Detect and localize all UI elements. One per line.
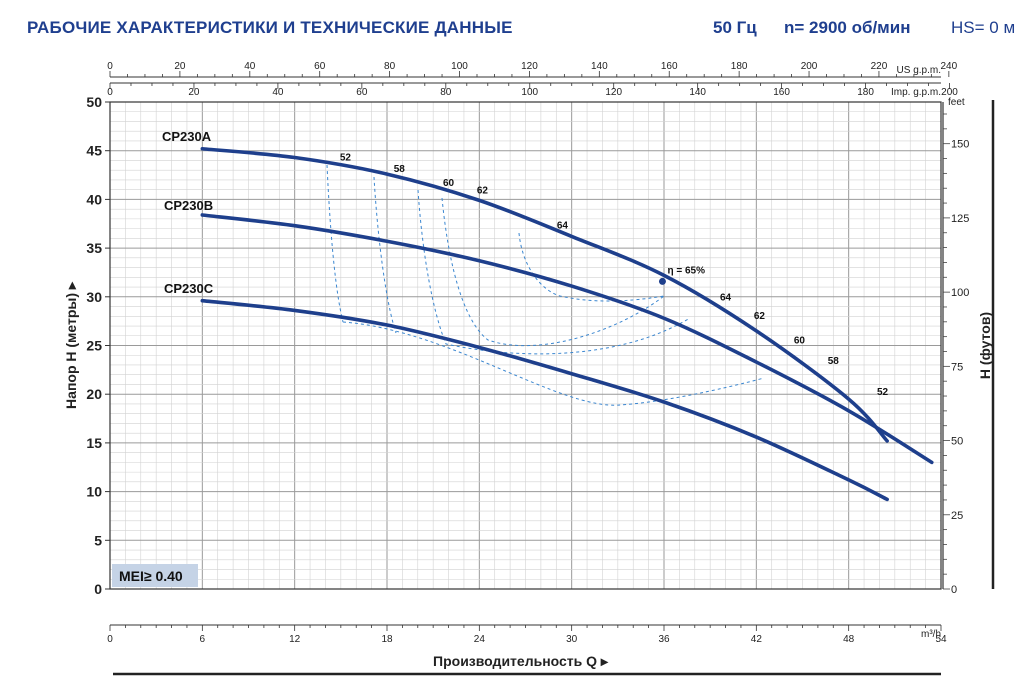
us-gpm-tick-label: 220 (871, 61, 888, 72)
feet-tick-label: 125 (951, 213, 969, 225)
x-tick-label: 42 (751, 634, 763, 645)
efficiency-isolines (326, 164, 765, 406)
feet-tick-label: 75 (951, 361, 963, 373)
curve-cp230b (200, 213, 934, 465)
imp-gpm-tick-label: 60 (356, 87, 368, 98)
y-tick-label: 5 (94, 532, 102, 548)
y-tick-label: 40 (86, 191, 102, 207)
efficiency-label: 58 (828, 356, 840, 367)
page-title: РАБОЧИЕ ХАРАКТЕРИСТИКИ И ТЕХНИЧЕСКИЕ ДАН… (27, 18, 513, 37)
x-tick-label: 36 (658, 634, 670, 645)
efficiency-label: 52 (340, 152, 352, 163)
imp-gpm-tick-label: 0 (107, 87, 113, 98)
us-gpm-tick-label: 20 (174, 61, 186, 72)
efficiency-label: 58 (394, 164, 406, 175)
efficiency-isoline (518, 232, 665, 302)
feet-unit-label: feet (948, 97, 965, 108)
feet-tick-label: 150 (951, 139, 969, 151)
imp-gpm-tick-label: 180 (857, 87, 874, 98)
x-tick-label: 48 (843, 634, 855, 645)
us-gpm-tick-label: 180 (731, 61, 748, 72)
curve-cp230a (200, 146, 889, 443)
y-axis-label: Напор H (метры) ▸ (63, 281, 79, 409)
efficiency-label: 62 (477, 186, 489, 197)
us-gpm-tick-label: 100 (451, 61, 468, 72)
x-tick-label: 0 (107, 634, 113, 645)
y-tick-label: 45 (86, 143, 102, 159)
us-gpm-tick-label: 0 (107, 61, 113, 72)
efficiency-label: 60 (794, 336, 806, 347)
mei-box (112, 564, 198, 587)
feet-tick-label: 25 (951, 510, 963, 522)
y-tick-label: 10 (86, 484, 102, 500)
efficiency-isoline (441, 197, 665, 347)
efficiency-isoline (417, 189, 691, 355)
grid-lines (109, 101, 942, 590)
series-label-cp230a: CP230A (162, 129, 212, 144)
frequency-label: 50 Гц (713, 18, 757, 37)
imp-gpm-tick-label: 20 (188, 87, 200, 98)
feet-tick-label: 50 (951, 436, 963, 448)
hs-label: HS= 0 м (951, 18, 1016, 37)
efficiency-point-marker (658, 277, 666, 285)
x-tick-label: 18 (381, 634, 393, 645)
us-gpm-tick-label: 120 (521, 61, 538, 72)
imp-gpm-tick-label: 200 (941, 87, 958, 98)
efficiency-label: 62 (754, 311, 766, 322)
efficiency-label: 52 (877, 387, 889, 398)
efficiency-point-label: η = 65% (667, 265, 705, 276)
imp-gpm-unit-label: Imp. g.p.m. (891, 87, 941, 98)
us-gpm-tick-label: 60 (314, 61, 326, 72)
us-gpm-tick-label: 240 (941, 61, 958, 72)
imp-gpm-tick-label: 140 (689, 87, 706, 98)
y-tick-label: 25 (86, 338, 102, 354)
us-gpm-tick-label: 80 (384, 61, 396, 72)
x-tick-label: 30 (566, 634, 578, 645)
us-gpm-tick-label: 140 (591, 61, 608, 72)
imp-gpm-tick-label: 120 (605, 87, 622, 98)
y-right-axis-label: H (футов) (977, 312, 993, 379)
imp-gpm-tick-label: 40 (272, 87, 284, 98)
imp-gpm-tick-label: 160 (773, 87, 790, 98)
imp-gpm-tick-label: 100 (521, 87, 538, 98)
x-tick-label: 6 (200, 634, 206, 645)
us-gpm-tick-label: 160 (661, 61, 678, 72)
x-axis-label: Производительность Q ▸ (433, 653, 609, 669)
y-tick-label: 35 (86, 240, 102, 256)
x-tick-label: 24 (474, 634, 486, 645)
y-tick-label: 20 (86, 386, 102, 402)
y-tick-label: 30 (86, 289, 102, 305)
efficiency-isoline (373, 176, 397, 334)
x-unit-label: m³/h (921, 629, 941, 640)
y-tick-label: 0 (94, 581, 102, 597)
efficiency-label: 60 (443, 178, 455, 189)
series-label-cp230c: CP230C (164, 281, 214, 296)
mei-label: MEI≥ 0.40 (119, 568, 183, 584)
y-tick-label: 50 (86, 94, 102, 110)
us-gpm-tick-label: 200 (801, 61, 818, 72)
feet-tick-label: 0 (951, 584, 957, 596)
series-label-cp230b: CP230B (164, 198, 213, 213)
feet-tick-label: 100 (951, 287, 969, 299)
efficiency-isoline (326, 164, 765, 406)
us-gpm-unit-label: US g.p.m. (897, 65, 941, 76)
speed-label: n= 2900 об/мин (784, 18, 911, 37)
y-tick-label: 15 (86, 435, 102, 451)
efficiency-label: 64 (720, 293, 732, 304)
x-tick-label: 54 (935, 634, 947, 645)
efficiency-label: 64 (557, 221, 569, 232)
curve-cp230c (200, 298, 889, 502)
x-tick-label: 12 (289, 634, 301, 645)
us-gpm-tick-label: 40 (244, 61, 256, 72)
imp-gpm-tick-label: 80 (440, 87, 452, 98)
